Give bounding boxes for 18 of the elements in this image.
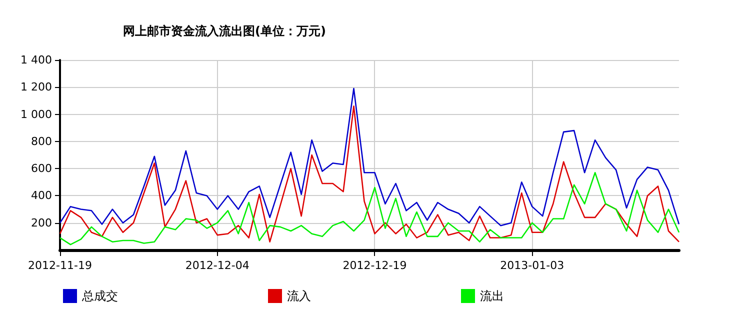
line-series bbox=[59, 88, 680, 226]
chart-title: 网上邮市资金流入流出图(单位：万元) bbox=[123, 24, 326, 38]
legend-label: 总成交 bbox=[81, 289, 118, 303]
legend-label: 流出 bbox=[480, 289, 504, 303]
line-series bbox=[59, 172, 680, 246]
x-tick-label: 2012-11-19 bbox=[28, 259, 92, 272]
x-tick-label: 2013-01-03 bbox=[500, 259, 564, 272]
y-tick-label: 400 bbox=[31, 189, 52, 202]
line-series bbox=[59, 105, 680, 243]
y-tick-label: 200 bbox=[31, 216, 52, 230]
y-tick-label: 1 200 bbox=[20, 80, 52, 94]
y-tick-label: 800 bbox=[31, 134, 52, 148]
y-tick-label: 1 000 bbox=[20, 108, 52, 121]
y-tick-label: 600 bbox=[31, 162, 52, 176]
legend-label: 流入 bbox=[287, 289, 311, 303]
x-tick-label: 2012-12-04 bbox=[185, 259, 250, 272]
y-tick-label: 1 400 bbox=[20, 54, 52, 66]
x-tick-label: 2012-12-19 bbox=[342, 259, 407, 272]
